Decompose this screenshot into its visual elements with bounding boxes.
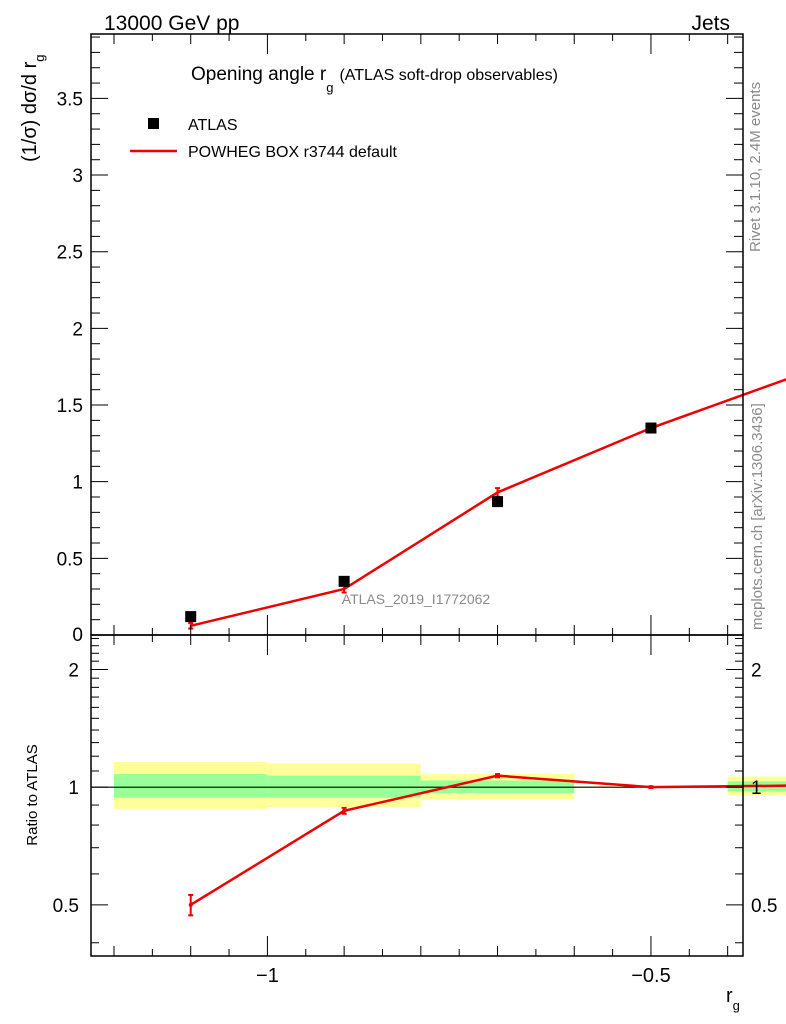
- powheg-line: [190, 378, 786, 628]
- ratio-y-tick-label-right: 2: [751, 660, 762, 681]
- main-y-axis-label-main: (1/σ) dσ/d r: [19, 61, 41, 162]
- main-y-tick-label: 3.5: [57, 89, 83, 110]
- atlas-data-point: [492, 496, 504, 508]
- main-y-tick-label: 2.5: [57, 243, 83, 264]
- atlas-data-point: [185, 611, 197, 623]
- ratio-point: [188, 902, 193, 907]
- main-y-tick-label: 1.5: [57, 396, 83, 417]
- main-y-tick-label: 0: [72, 625, 83, 646]
- ratio-panel: −1 −0.5 0.5 0.5 1 1 2 2: [53, 615, 786, 987]
- plot-title-main: Opening angle r: [191, 64, 327, 85]
- plot-title-note: (ATLAS soft-drop observables): [339, 67, 557, 84]
- ratio-y-tick-label-right: 1: [751, 778, 762, 799]
- header-left-label: 13000 GeV pp: [104, 12, 239, 35]
- main-y-tick-label: 1: [72, 473, 83, 494]
- main-panel: 0.5 1 1.5 2 2.5 3 3.5 0: [57, 33, 786, 646]
- rivet-version-label: Rivet 3.1.10, 2.4M events: [747, 82, 764, 252]
- ratio-y-tick-label-left: 0.5: [53, 896, 79, 917]
- plot-title: Opening angle rg (ATLAS soft-drop observa…: [191, 64, 558, 95]
- ratio-y-tick-label-right: 0.5: [751, 896, 777, 917]
- ratio-point: [342, 808, 347, 813]
- header-right-label: Jets: [691, 12, 730, 35]
- plot-title-sub: g: [326, 80, 333, 95]
- x-axis-label-sub: g: [733, 998, 740, 1013]
- legend-atlas-marker: [148, 118, 159, 129]
- ratio-y-axis-label: Ratio to ATLAS: [24, 744, 41, 845]
- ratio-point: [495, 773, 500, 778]
- ratio-band-green: [114, 774, 268, 798]
- ratio-y-tick-label-left: 1: [68, 778, 79, 799]
- main-y-tick-label: 0.5: [57, 549, 83, 570]
- ratio-frame: [90, 634, 744, 957]
- analysis-watermark: ATLAS_2019_I1772062: [342, 591, 491, 607]
- ratio-line: [190, 774, 786, 906]
- main-y-tick-label: 3: [72, 166, 83, 187]
- main-y-axis-label: (1/σ) dσ/d rg: [19, 55, 47, 163]
- x-axis-label: rg: [726, 985, 740, 1013]
- x-tick-label: −0.5: [631, 965, 670, 987]
- mcplots-site-label: mcplots.cern.ch [arXiv:1306.3436]: [749, 403, 766, 630]
- main-y-tick-label: 2: [72, 319, 83, 340]
- legend: ATLAS POWHEG BOX r3744 default: [130, 117, 398, 161]
- x-tick-label: −1: [256, 965, 279, 987]
- atlas-data-point: [645, 422, 657, 434]
- legend-atlas-label: ATLAS: [188, 117, 238, 134]
- atlas-data-point: [338, 575, 350, 587]
- ratio-y-tick-label-left: 2: [68, 660, 79, 681]
- x-axis-label-main: r: [726, 985, 733, 1007]
- ratio-point: [648, 785, 653, 790]
- main-y-axis-label-sub: g: [32, 55, 47, 62]
- legend-powheg-label: POWHEG BOX r3744 default: [188, 144, 398, 161]
